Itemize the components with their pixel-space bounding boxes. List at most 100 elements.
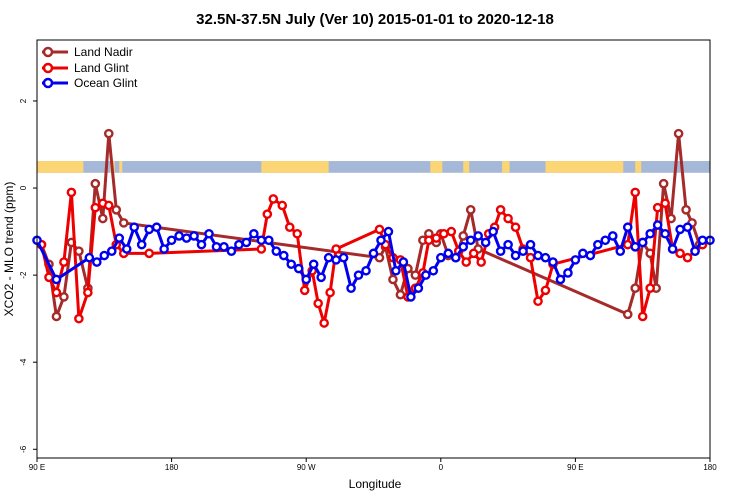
data-point-ocean-glint — [630, 242, 641, 252]
data-point-ocean-glint — [256, 235, 267, 246]
x-tick-label: 90 E — [567, 463, 583, 472]
data-point-ocean-glint — [533, 250, 543, 261]
data-point-land-nadir — [51, 311, 62, 322]
x-tick-label: 90 W — [297, 463, 316, 472]
data-point-ocean-glint — [114, 233, 125, 243]
data-point-land-glint — [495, 205, 506, 215]
data-point-ocean-glint — [428, 265, 439, 276]
data-point-ocean-glint — [166, 235, 177, 246]
data-point-ocean-glint — [540, 252, 551, 263]
data-point-ocean-glint — [241, 237, 252, 248]
data-point-land-glint — [103, 200, 114, 211]
data-point-ocean-glint — [189, 231, 199, 241]
data-point-ocean-glint — [129, 222, 140, 233]
data-point-ocean-glint — [563, 268, 573, 278]
data-point-land-nadir — [410, 270, 421, 280]
data-point-land-glint — [277, 200, 288, 211]
data-point-land-glint — [424, 235, 434, 246]
data-point-ocean-glint — [121, 244, 132, 254]
data-point-ocean-glint — [51, 274, 62, 285]
data-point-ocean-glint — [458, 242, 469, 252]
data-point-ocean-glint — [151, 222, 162, 233]
data-point-land-glint — [660, 198, 670, 209]
series-ocean-glint — [32, 220, 715, 302]
legend-item-land-nadir: Land Nadir — [42, 45, 133, 59]
data-point-ocean-glint — [510, 250, 521, 261]
data-point-ocean-glint — [607, 231, 618, 241]
data-point-ocean-glint — [690, 246, 700, 256]
data-point-land-glint — [630, 187, 641, 198]
data-point-land-glint — [637, 311, 648, 322]
data-point-land-glint — [510, 222, 521, 233]
data-point-ocean-glint — [249, 228, 259, 239]
data-point-land-glint — [51, 287, 62, 298]
land-band-segment — [37, 161, 84, 173]
data-point-land-nadir — [103, 128, 114, 139]
data-point-land-nadir — [681, 205, 691, 215]
data-point-ocean-glint — [361, 265, 371, 276]
data-point-ocean-glint — [406, 292, 416, 302]
data-point-ocean-glint — [473, 231, 483, 241]
data-point-ocean-glint — [301, 274, 312, 285]
land-band-segment — [545, 161, 624, 173]
legend-marker-ocean-glint — [42, 77, 54, 89]
y-tick-label: 0 — [19, 185, 28, 190]
data-point-ocean-glint — [578, 248, 588, 259]
y-tick-label: -6 — [19, 445, 28, 453]
data-point-ocean-glint — [593, 239, 603, 250]
data-point-ocean-glint — [600, 235, 611, 246]
data-point-land-glint — [284, 222, 295, 233]
data-point-land-nadir — [111, 205, 122, 215]
plot-frame — [36, 39, 711, 459]
data-point-ocean-glint — [353, 270, 364, 280]
data-point-ocean-glint — [480, 237, 491, 248]
data-point-land-glint — [292, 228, 303, 239]
data-point-land-glint — [144, 248, 154, 259]
data-point-ocean-glint — [637, 237, 648, 248]
y-tick-label: 2 — [19, 98, 28, 103]
data-point-land-nadir — [658, 178, 669, 189]
data-point-ocean-glint — [645, 228, 655, 239]
land-band-segment — [119, 161, 123, 173]
data-point-land-glint — [675, 248, 685, 259]
data-point-ocean-glint — [196, 239, 207, 250]
data-point-land-nadir — [118, 218, 129, 228]
data-point-land-glint — [645, 283, 655, 293]
data-point-land-glint — [438, 228, 449, 239]
data-point-ocean-glint — [92, 257, 102, 267]
data-point-ocean-glint — [421, 270, 431, 280]
data-point-ocean-glint — [331, 255, 341, 265]
data-point-ocean-glint — [106, 246, 117, 256]
land-band-segment — [635, 161, 642, 173]
data-point-ocean-glint — [159, 244, 169, 254]
data-point-ocean-glint — [383, 226, 394, 237]
land-band-segment — [463, 161, 470, 173]
data-point-land-glint — [325, 287, 335, 298]
data-point-ocean-glint — [622, 222, 633, 233]
data-point-ocean-glint — [495, 246, 506, 256]
data-point-ocean-glint — [99, 250, 110, 261]
x-tick-label: 90 E — [29, 463, 45, 472]
data-point-land-glint — [268, 194, 279, 204]
data-point-land-glint — [83, 287, 93, 298]
data-point-land-glint — [90, 202, 101, 213]
data-point-ocean-glint — [660, 228, 670, 239]
data-point-ocean-glint — [316, 272, 326, 283]
data-point-ocean-glint — [144, 224, 154, 235]
data-point-ocean-glint — [697, 235, 708, 246]
data-point-land-nadir — [59, 292, 69, 302]
legend-marker-land-glint — [42, 62, 54, 74]
data-point-land-nadir — [395, 289, 406, 300]
series-group — [32, 128, 715, 328]
legend-item-land-glint: Land Glint — [42, 61, 129, 75]
legend: Land Nadir Land Glint Ocean Glint — [42, 45, 138, 90]
data-point-land-glint — [533, 296, 543, 307]
data-point-land-nadir — [630, 283, 641, 293]
data-point-land-nadir — [622, 309, 633, 320]
x-tick-label: 180 — [703, 463, 717, 472]
data-point-land-nadir — [458, 231, 469, 241]
data-point-ocean-glint — [84, 252, 95, 263]
data-point-land-glint — [525, 252, 536, 263]
data-point-land-glint — [313, 298, 323, 309]
data-point-land-nadir — [90, 178, 101, 189]
